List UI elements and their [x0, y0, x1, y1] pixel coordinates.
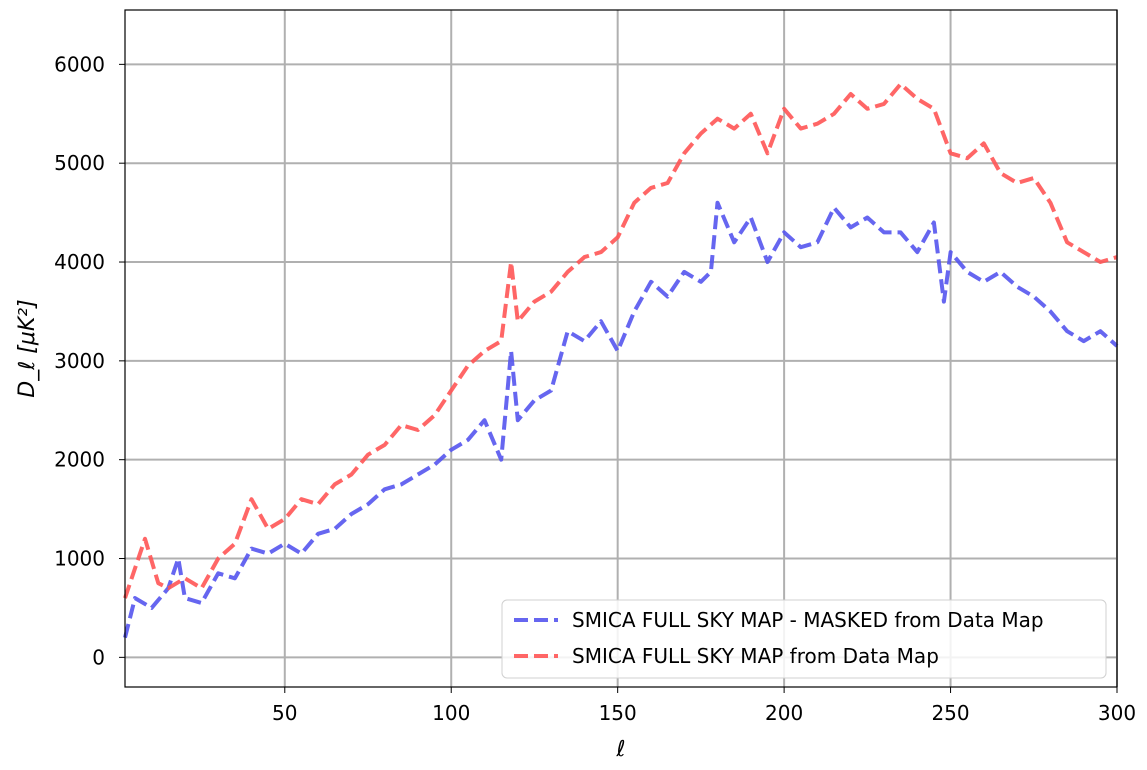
- x-axis-ticks: 50 100 150 200 250 300: [272, 687, 1136, 725]
- legend: SMICA FULL SKY MAP - MASKED from Data Ma…: [501, 599, 1107, 679]
- x-tick-label: 300: [1098, 701, 1136, 725]
- x-tick-label: 150: [599, 701, 637, 725]
- y-tick-label: 6000: [54, 52, 105, 76]
- y-axis-label: D_ℓ [μK²]: [15, 299, 40, 397]
- x-tick-label: 200: [765, 701, 803, 725]
- x-tick-label: 250: [931, 701, 969, 725]
- y-axis-ticks: 0 1000 2000 3000 4000 5000 6000: [54, 52, 125, 669]
- y-tick-label: 1000: [54, 547, 105, 571]
- y-tick-label: 5000: [54, 151, 105, 175]
- y-tick-label: 0: [92, 645, 105, 669]
- grid-lines: [125, 10, 1118, 687]
- y-tick-label: 4000: [54, 250, 105, 274]
- series-line-1: [123, 82, 1118, 599]
- legend-box: [501, 599, 1107, 679]
- plot-frame: [124, 9, 1118, 688]
- series-line-0: [123, 200, 1119, 639]
- x-tick-label: 100: [432, 701, 470, 725]
- y-tick-label: 3000: [54, 349, 105, 373]
- x-axis-label: ℓ: [615, 737, 625, 762]
- y-tick-label: 2000: [54, 448, 105, 472]
- x-tick-label: 50: [272, 701, 297, 725]
- legend-label-0: SMICA FULL SKY MAP - MASKED from Data Ma…: [572, 608, 1044, 632]
- legend-label-1: SMICA FULL SKY MAP from Data Map: [572, 644, 939, 668]
- series-lines: [123, 82, 1119, 639]
